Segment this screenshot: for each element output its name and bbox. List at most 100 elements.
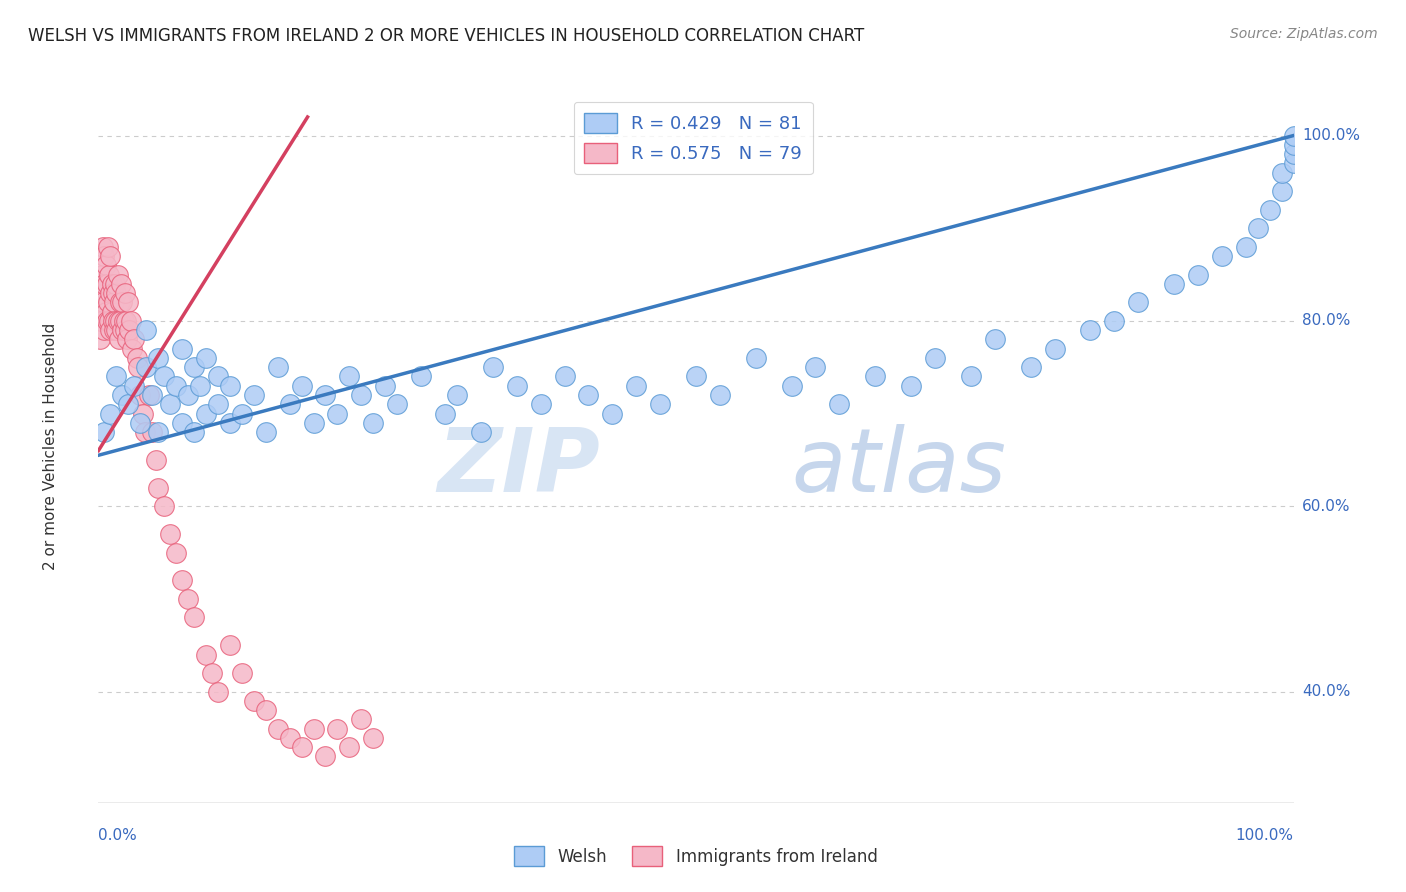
Point — [104, 314, 127, 328]
Point — [172, 416, 194, 430]
Point — [960, 369, 983, 384]
Point — [107, 314, 129, 328]
Point — [93, 425, 115, 439]
Point — [94, 258, 117, 272]
Point — [110, 277, 132, 291]
Point — [97, 295, 120, 310]
Text: atlas: atlas — [792, 425, 1007, 510]
Point — [183, 610, 205, 624]
Point — [1271, 184, 1294, 198]
Point — [111, 323, 134, 337]
Point — [94, 304, 117, 318]
Point — [207, 397, 229, 411]
Point — [148, 481, 170, 495]
Point — [118, 323, 141, 337]
Point — [1282, 147, 1305, 161]
Point — [506, 378, 529, 392]
Text: 60.0%: 60.0% — [1302, 499, 1350, 514]
Point — [134, 425, 156, 439]
Text: 2 or more Vehicles in Household: 2 or more Vehicles in Household — [44, 322, 58, 570]
Point — [131, 407, 153, 421]
Point — [219, 638, 242, 652]
Point — [195, 407, 218, 421]
Point — [141, 388, 163, 402]
Point — [865, 369, 887, 384]
Point — [98, 268, 121, 282]
Text: 0.0%: 0.0% — [98, 828, 138, 843]
Text: Source: ZipAtlas.com: Source: ZipAtlas.com — [1230, 27, 1378, 41]
Point — [105, 369, 128, 384]
Point — [98, 323, 122, 337]
Point — [96, 314, 118, 328]
Point — [148, 351, 170, 365]
Point — [302, 722, 325, 736]
Point — [103, 323, 125, 337]
Point — [125, 351, 148, 365]
Point — [745, 351, 768, 365]
Point — [98, 407, 122, 421]
Point — [1043, 342, 1066, 356]
Point — [530, 397, 553, 411]
Point — [101, 314, 124, 328]
Point — [326, 407, 349, 421]
Point — [984, 333, 1007, 347]
Point — [254, 425, 277, 439]
Point — [243, 694, 266, 708]
Point — [115, 333, 138, 347]
Point — [153, 500, 176, 514]
Point — [108, 314, 131, 328]
Point — [115, 314, 138, 328]
Text: 80.0%: 80.0% — [1302, 313, 1350, 328]
Point — [470, 425, 492, 439]
Point — [117, 295, 139, 310]
Point — [780, 378, 803, 392]
Point — [108, 295, 131, 310]
Point — [183, 360, 205, 375]
Point — [127, 360, 149, 375]
Point — [231, 666, 253, 681]
Point — [105, 286, 128, 301]
Point — [315, 749, 337, 764]
Point — [141, 425, 163, 439]
Point — [1282, 137, 1305, 152]
Point — [267, 360, 290, 375]
Point — [135, 360, 157, 375]
Point — [648, 397, 672, 411]
Point — [120, 314, 142, 328]
Point — [1282, 128, 1305, 143]
Point — [219, 378, 242, 392]
Point — [924, 351, 946, 365]
Point — [91, 286, 114, 301]
Point — [121, 342, 143, 356]
Point — [111, 295, 134, 310]
Point — [129, 388, 152, 402]
Point — [363, 731, 385, 745]
Point — [159, 397, 181, 411]
Point — [709, 388, 731, 402]
Point — [350, 712, 373, 726]
Point — [159, 527, 181, 541]
Point — [135, 323, 157, 337]
Point — [111, 388, 134, 402]
Point — [104, 277, 127, 291]
Point — [1187, 268, 1209, 282]
Point — [201, 666, 224, 681]
Point — [1211, 249, 1233, 263]
Point — [254, 703, 277, 717]
Point — [165, 545, 187, 559]
Point — [554, 369, 576, 384]
Point — [114, 286, 136, 301]
Point — [117, 397, 139, 411]
Point — [148, 425, 170, 439]
Point — [1128, 295, 1150, 310]
Point — [1104, 314, 1126, 328]
Point — [153, 369, 176, 384]
Point — [98, 314, 121, 328]
Point — [291, 740, 314, 755]
Point — [1163, 277, 1185, 291]
Point — [578, 388, 600, 402]
Point — [302, 416, 325, 430]
Point — [107, 268, 129, 282]
Point — [100, 277, 122, 291]
Point — [1258, 202, 1281, 217]
